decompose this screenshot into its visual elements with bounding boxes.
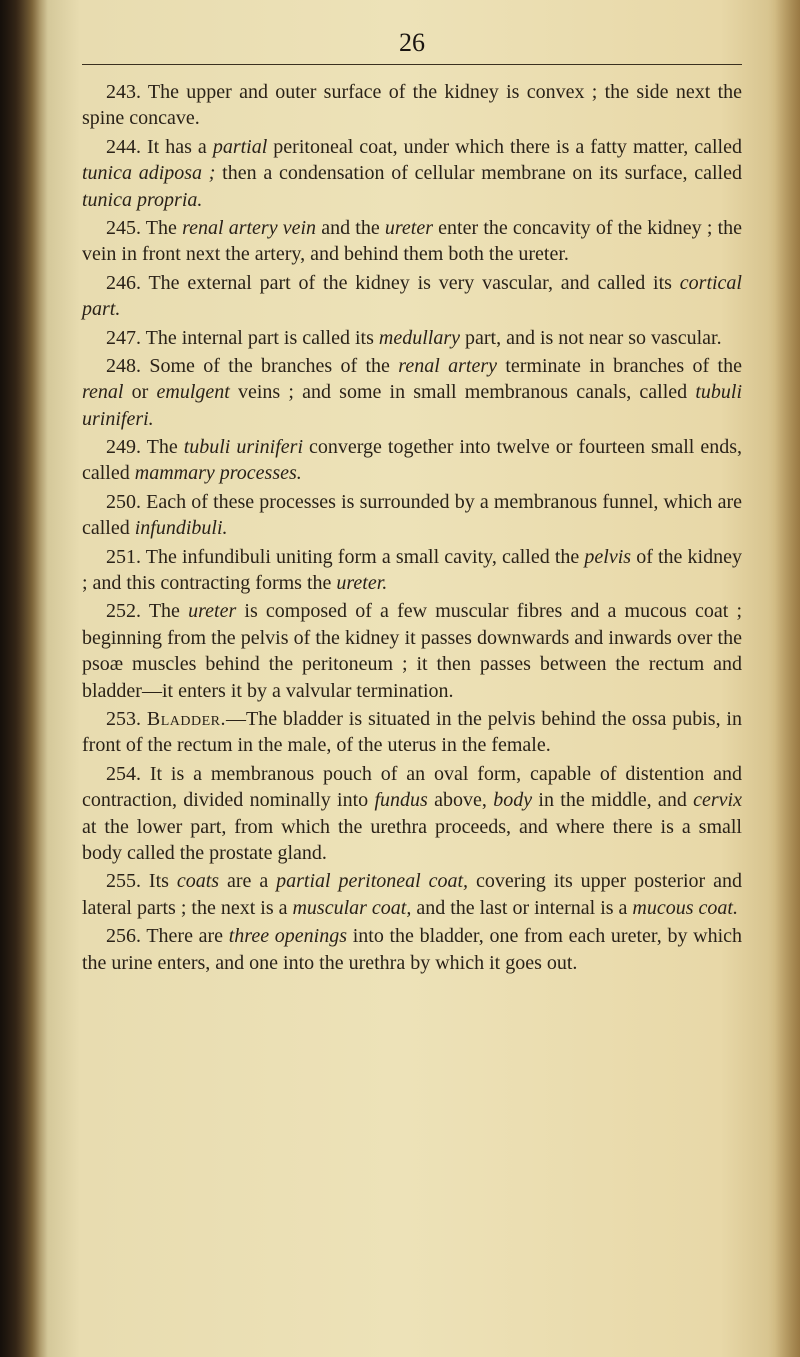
- paragraph-11: 253. Bladder.—The bladder is situated in…: [82, 706, 742, 759]
- paragraph-10: 252. The ureter is composed of a few mus…: [82, 598, 742, 704]
- paragraph-8: 250. Each of these processes is surround…: [82, 489, 742, 542]
- paragraph-3: 245. The renal artery vein and the urete…: [82, 215, 742, 268]
- paragraph-4: 246. The external part of the kidney is …: [82, 270, 742, 323]
- paragraph-6: 248. Some of the branches of the renal a…: [82, 353, 742, 432]
- paragraph-14: 256. There are three openings into the b…: [82, 923, 742, 976]
- paragraph-1: 243. The upper and outer surface of the …: [82, 79, 742, 132]
- paragraph-5: 247. The internal part is called its med…: [82, 325, 742, 351]
- paragraph-7: 249. The tubuli uriniferi converge toget…: [82, 434, 742, 487]
- page-content: 26 243. The upper and outer surface of t…: [0, 0, 800, 1008]
- text-body: 243. The upper and outer surface of the …: [82, 79, 742, 976]
- page-number: 26: [82, 28, 742, 58]
- paragraph-2: 244. It has a partial peritoneal coat, u…: [82, 134, 742, 213]
- paragraph-12: 254. It is a membranous pouch of an oval…: [82, 761, 742, 867]
- paragraph-9: 251. The infundibuli uniting form a smal…: [82, 544, 742, 597]
- paragraph-13: 255. Its coats are a partial peritoneal …: [82, 868, 742, 921]
- divider: [82, 64, 742, 65]
